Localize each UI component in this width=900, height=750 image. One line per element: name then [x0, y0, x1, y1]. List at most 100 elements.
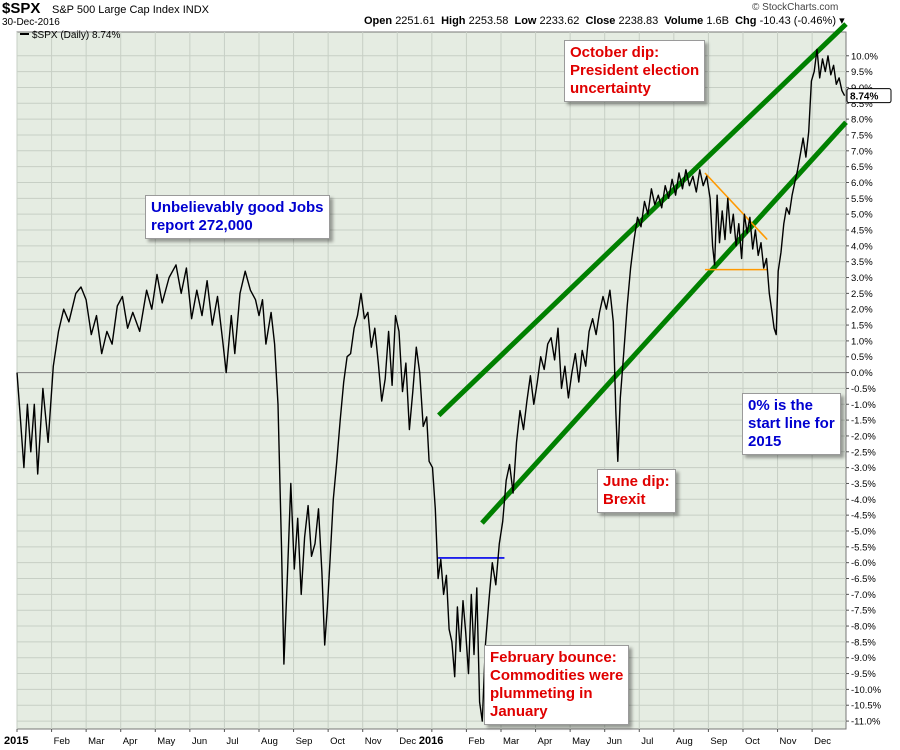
exchange-label: INDX — [182, 4, 209, 16]
y-tick-label: 7.0% — [851, 146, 873, 157]
annotation-june: June dip: Brexit — [597, 469, 676, 513]
x-tick-label: May — [572, 736, 590, 747]
x-tick-label: Nov — [780, 736, 797, 747]
chg-value: -10.43 (-0.46%) — [759, 15, 836, 27]
high-label: High — [441, 15, 466, 27]
legend: $SPX (Daily) 8.74% — [20, 30, 120, 41]
open-value: 2251.61 — [395, 15, 435, 27]
annotation-line: report 272,000 — [151, 217, 253, 234]
volume-label: Volume — [664, 15, 704, 27]
y-tick-label: -8.0% — [851, 622, 876, 633]
y-tick-label: 3.5% — [851, 257, 873, 268]
instrument-name: S&P 500 Large Cap Index INDX — [52, 4, 209, 16]
chg-label: Chg — [735, 15, 757, 27]
x-tick-label: Jun — [192, 736, 207, 747]
y-tick-label: 8.5% — [851, 99, 873, 110]
annotation-october: October dip: President election uncertai… — [564, 40, 706, 102]
y-tick-label: -5.5% — [851, 542, 876, 553]
annotation-line: June dip: — [603, 473, 670, 490]
y-tick-label: 10.0% — [851, 51, 878, 62]
y-tick-label: -8.5% — [851, 637, 876, 648]
y-tick-label: -3.0% — [851, 463, 876, 474]
ohlc-readout: Open 2251.61 High 2253.58 Low 2233.62 Cl… — [364, 14, 845, 27]
annotation-line: President election — [570, 62, 700, 79]
annotation-line: Unbelievably good Jobs — [151, 199, 324, 216]
close-label: Close — [585, 15, 616, 27]
y-axis: 10.0%9.5%9.0%8.5%8.0%7.5%7.0%6.5%6.0%5.5… — [846, 51, 882, 728]
price-line — [16, 48, 846, 722]
high-value: 2253.58 — [468, 15, 509, 27]
y-tick-label: 1.0% — [851, 336, 873, 347]
grid-lines — [16, 32, 846, 729]
x-tick-label: Jul — [226, 736, 238, 747]
y-tick-label: 6.5% — [851, 162, 873, 173]
x-tick-label: 2016 — [419, 735, 443, 747]
y-tick-label: -9.5% — [851, 669, 876, 680]
lower-channel-line — [480, 120, 848, 525]
y-tick-label: -0.5% — [851, 384, 876, 395]
x-tick-label: Feb — [54, 736, 70, 747]
y-tick-label: 7.5% — [851, 130, 873, 141]
y-tick-label: -1.5% — [851, 416, 876, 427]
october-downtrend-line — [704, 172, 768, 241]
chevron-down-icon[interactable]: ▾ — [839, 15, 845, 27]
annotation-line: 2015 — [748, 433, 782, 450]
y-tick-label: -10.0% — [851, 685, 882, 696]
last-value-tag: 8.74% — [846, 88, 892, 104]
y-tick-label: -2.5% — [851, 447, 876, 458]
volume-value: 1.6B — [706, 15, 729, 27]
chart-date: 30-Dec-2016 — [2, 17, 60, 28]
x-tick-label: Aug — [676, 736, 693, 747]
y-tick-label: 4.0% — [851, 241, 873, 252]
instrument-full-name: S&P 500 Large Cap Index — [52, 4, 180, 16]
x-tick-label: Apr — [538, 736, 553, 747]
annotation-line: start line for — [748, 415, 835, 432]
x-tick-label: Mar — [88, 736, 104, 747]
y-tick-label: 0.5% — [851, 352, 873, 363]
y-tick-label: -7.0% — [851, 590, 876, 601]
y-tick-label: -4.0% — [851, 495, 876, 506]
y-tick-label: 5.0% — [851, 210, 873, 221]
ticker-symbol: $SPX — [2, 0, 41, 17]
x-tick-label: Mar — [503, 736, 519, 747]
y-tick-label: -6.5% — [851, 574, 876, 585]
y-tick-label: 1.5% — [851, 321, 873, 332]
y-tick-label: 0.0% — [851, 368, 873, 379]
y-tick-label: -9.0% — [851, 653, 876, 664]
annotation-line: February bounce: — [490, 649, 617, 666]
x-axis: 2015 Feb Mar Apr May Jun Jul Aug Sep Oct Nov Dec 201… — [4, 729, 831, 747]
legend-label: $SPX (Daily) 8.74% — [32, 30, 120, 41]
y-tick-label: -3.5% — [851, 479, 876, 490]
x-tick-label: Apr — [123, 736, 138, 747]
y-tick-label: -11.0% — [851, 717, 881, 728]
y-tick-label: 4.5% — [851, 226, 873, 237]
stockcharts-watermark: © StockCharts.com — [752, 2, 839, 13]
y-tick-label: 3.0% — [851, 273, 873, 284]
x-tick-label: May — [157, 736, 175, 747]
last-value-box — [846, 88, 892, 104]
y-tick-label: -1.0% — [851, 400, 876, 411]
y-tick-label: 2.0% — [851, 305, 873, 316]
y-tick-label: 5.5% — [851, 194, 873, 205]
annotation-line: October dip: — [570, 44, 660, 61]
low-label: Low — [514, 15, 537, 27]
x-tick-label: Dec — [814, 736, 831, 747]
low-value: 2233.62 — [539, 15, 580, 27]
x-tick-label: Oct — [330, 736, 345, 747]
annotation-line: plummeting in — [490, 685, 593, 702]
y-tick-label: -2.0% — [851, 431, 876, 442]
y-tick-label: 2.5% — [851, 289, 873, 300]
y-tick-label: 6.0% — [851, 178, 873, 189]
y-tick-label: -10.5% — [851, 701, 882, 712]
x-tick-label: Aug — [261, 736, 278, 747]
annotation-zero-line: 0% is the start line for 2015 — [742, 393, 841, 455]
x-tick-label: Feb — [468, 736, 484, 747]
y-tick-label: 9.5% — [851, 67, 873, 78]
last-value-label: 8.74% — [850, 92, 878, 103]
close-value: 2238.83 — [618, 15, 659, 27]
y-tick-label: 8.0% — [851, 115, 873, 126]
annotation-february: February bounce: Commodities were plumme… — [484, 645, 630, 725]
x-tick-label: Jun — [607, 736, 622, 747]
x-tick-label: Sep — [296, 736, 313, 747]
